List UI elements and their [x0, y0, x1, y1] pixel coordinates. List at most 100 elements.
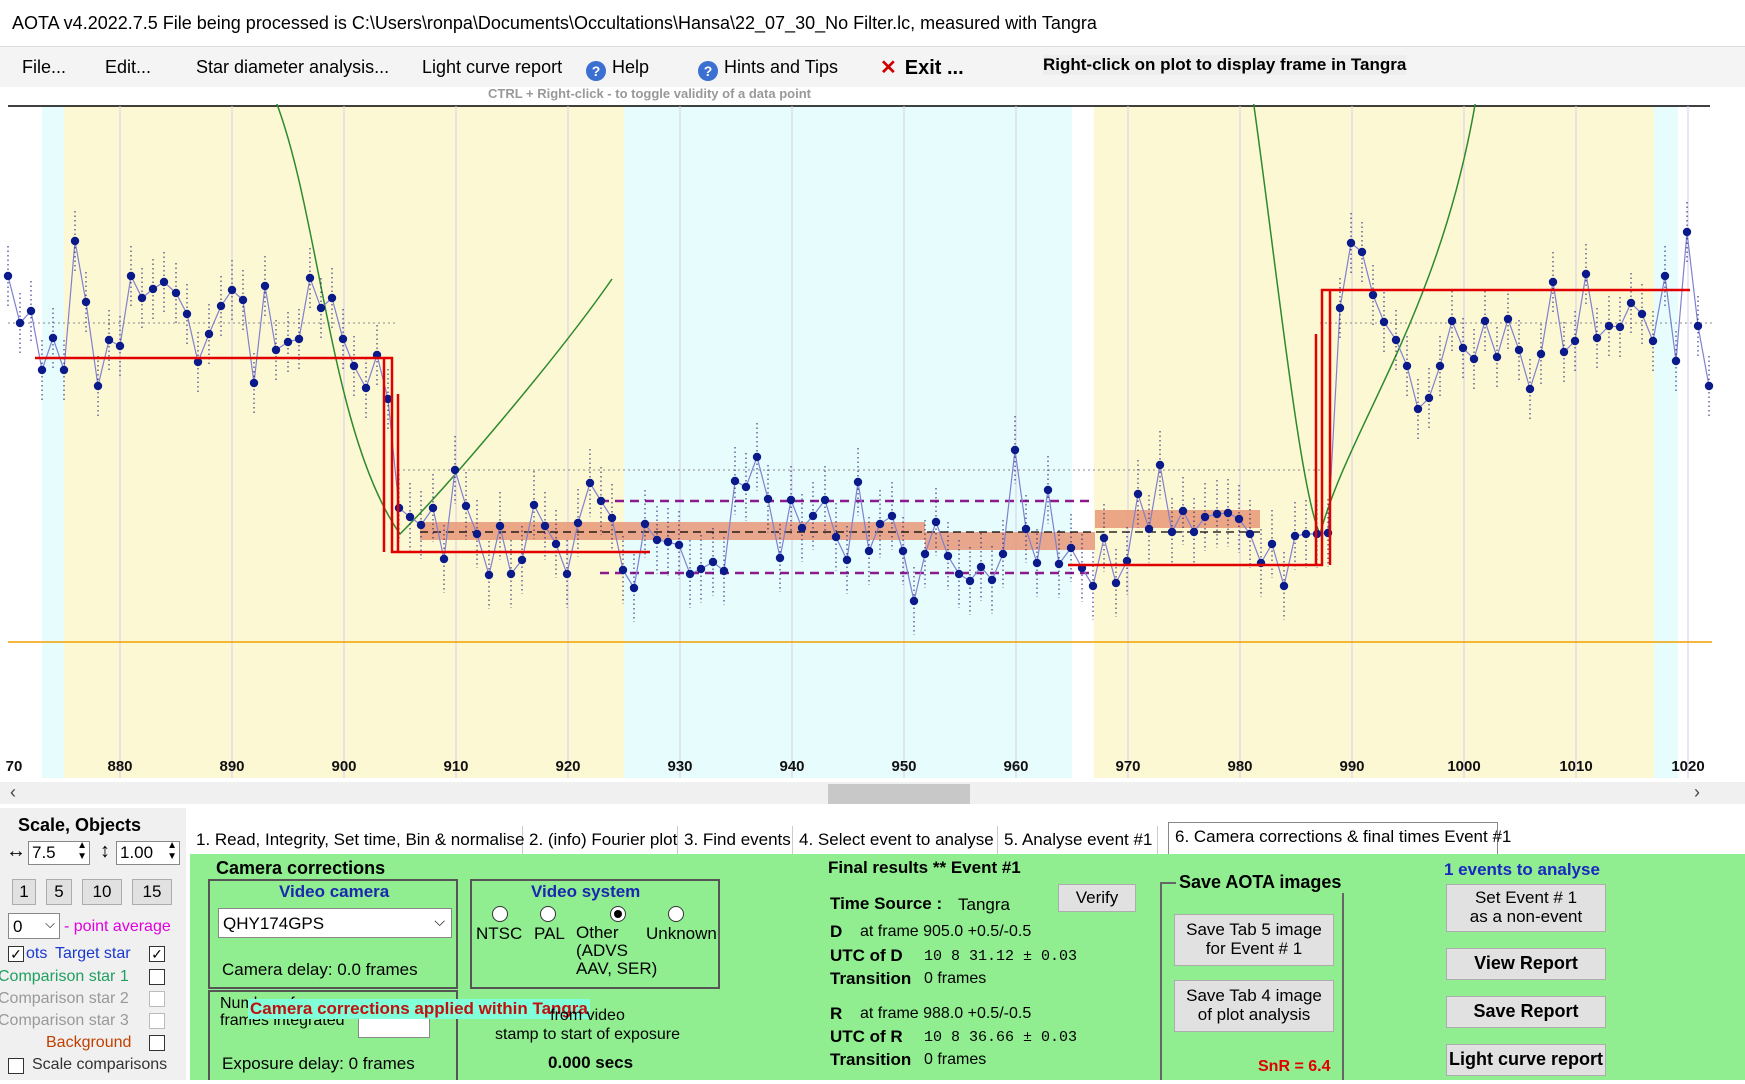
data-point[interactable]: [1189, 527, 1199, 537]
data-point[interactable]: [472, 529, 482, 539]
tab-analyse-event[interactable]: 5. Analyse event #1: [998, 826, 1158, 854]
plot-scrollbar[interactable]: ‹ ›: [0, 782, 1745, 804]
data-point[interactable]: [763, 494, 773, 504]
data-point[interactable]: [81, 297, 91, 307]
data-point[interactable]: [719, 566, 729, 576]
data-point[interactable]: [853, 477, 863, 487]
data-point[interactable]: [775, 553, 785, 563]
data-point[interactable]: [954, 569, 964, 579]
data-point[interactable]: [1346, 238, 1356, 248]
data-point[interactable]: [305, 273, 315, 283]
tab-fourier-plot[interactable]: 2. (info) Fourier plot: [523, 826, 678, 854]
unknown-radio[interactable]: [668, 906, 684, 922]
data-point[interactable]: [1660, 271, 1670, 281]
other-radio[interactable]: [610, 906, 626, 922]
data-point[interactable]: [618, 565, 628, 575]
data-point[interactable]: [283, 337, 293, 347]
data-point[interactable]: [1379, 317, 1389, 327]
data-point[interactable]: [1021, 524, 1031, 534]
zoom-15-button[interactable]: 15: [132, 879, 172, 905]
data-point[interactable]: [831, 532, 841, 542]
data-point[interactable]: [1525, 384, 1535, 394]
data-point[interactable]: [1043, 485, 1053, 495]
data-point[interactable]: [842, 555, 852, 565]
data-point[interactable]: [461, 501, 471, 511]
point-average-select[interactable]: 0 ⌵: [8, 913, 60, 939]
data-point[interactable]: [294, 334, 304, 344]
data-point[interactable]: [1122, 556, 1132, 566]
data-point[interactable]: [585, 478, 595, 488]
data-point[interactable]: [383, 394, 393, 404]
data-point[interactable]: [1357, 247, 1367, 257]
data-point[interactable]: [517, 555, 527, 565]
data-point[interactable]: [1155, 460, 1165, 470]
data-point[interactable]: [1704, 381, 1714, 391]
tab-read-integrity[interactable]: 1. Read, Integrity, Set time, Bin & norm…: [190, 826, 525, 854]
menu-file[interactable]: File...: [22, 57, 67, 77]
menu-hints[interactable]: ? Hints and Tips: [698, 57, 838, 81]
data-point[interactable]: [540, 521, 550, 531]
data-point[interactable]: [864, 546, 874, 556]
data-point[interactable]: [629, 583, 639, 593]
data-point[interactable]: [596, 496, 606, 506]
data-point[interactable]: [338, 334, 348, 344]
data-point[interactable]: [1167, 527, 1177, 537]
data-point[interactable]: [1637, 309, 1647, 319]
data-point[interactable]: [1010, 445, 1020, 455]
data-point[interactable]: [1054, 559, 1064, 569]
data-point[interactable]: [137, 293, 147, 303]
light-curve-report-button[interactable]: Light curve report: [1446, 1044, 1606, 1076]
save-tab4-button[interactable]: Save Tab 4 image of plot analysis: [1174, 980, 1334, 1032]
menu-edit[interactable]: Edit...: [105, 57, 152, 77]
data-point[interactable]: [316, 303, 326, 313]
data-point[interactable]: [1200, 512, 1210, 522]
data-point[interactable]: [48, 333, 58, 343]
data-point[interactable]: [820, 495, 830, 505]
v-scale-stepper[interactable]: 1.00 ▲ ▼: [116, 840, 180, 865]
data-point[interactable]: [327, 293, 337, 303]
data-point[interactable]: [909, 596, 919, 606]
data-point[interactable]: [1111, 578, 1121, 588]
data-point[interactable]: [1480, 316, 1490, 326]
data-point[interactable]: [227, 285, 237, 295]
scroll-left-icon[interactable]: ‹: [10, 782, 16, 802]
data-point[interactable]: [260, 281, 270, 291]
save-report-button[interactable]: Save Report: [1446, 996, 1606, 1028]
data-point[interactable]: [1492, 352, 1502, 362]
data-point[interactable]: [1391, 335, 1401, 345]
data-point[interactable]: [696, 564, 706, 574]
tab-find-events[interactable]: 3. Find events: [678, 826, 793, 854]
data-point[interactable]: [652, 535, 662, 545]
background-checkbox[interactable]: [149, 1035, 165, 1051]
camera-select[interactable]: QHY174GPS ⌵: [218, 908, 452, 938]
data-point[interactable]: [1536, 349, 1546, 359]
data-point[interactable]: [1368, 290, 1378, 300]
data-point[interactable]: [1066, 543, 1076, 553]
data-point[interactable]: [920, 549, 930, 559]
data-point[interactable]: [1615, 322, 1625, 332]
data-point[interactable]: [93, 381, 103, 391]
data-point[interactable]: [495, 521, 505, 531]
data-point[interactable]: [1693, 321, 1703, 331]
data-point[interactable]: [607, 513, 617, 523]
plots-checkbox[interactable]: ✓: [8, 946, 24, 962]
data-point[interactable]: [1559, 347, 1569, 357]
data-point[interactable]: [428, 503, 438, 513]
data-point[interactable]: [182, 309, 192, 319]
data-point[interactable]: [752, 452, 762, 462]
data-point[interactable]: [484, 570, 494, 580]
set-non-event-button[interactable]: Set Event # 1 as a non-event: [1446, 884, 1606, 932]
data-point[interactable]: [1245, 529, 1255, 539]
data-point[interactable]: [70, 236, 80, 246]
data-point[interactable]: [562, 569, 572, 579]
data-point[interactable]: [126, 271, 136, 281]
data-point[interactable]: [104, 335, 114, 345]
data-point[interactable]: [1648, 336, 1658, 346]
data-point[interactable]: [931, 517, 941, 527]
data-point[interactable]: [1402, 361, 1412, 371]
data-point[interactable]: [271, 345, 281, 355]
data-point[interactable]: [1413, 404, 1423, 414]
verify-button[interactable]: Verify: [1058, 884, 1136, 912]
data-point[interactable]: [1424, 393, 1434, 403]
data-point[interactable]: [1447, 316, 1457, 326]
